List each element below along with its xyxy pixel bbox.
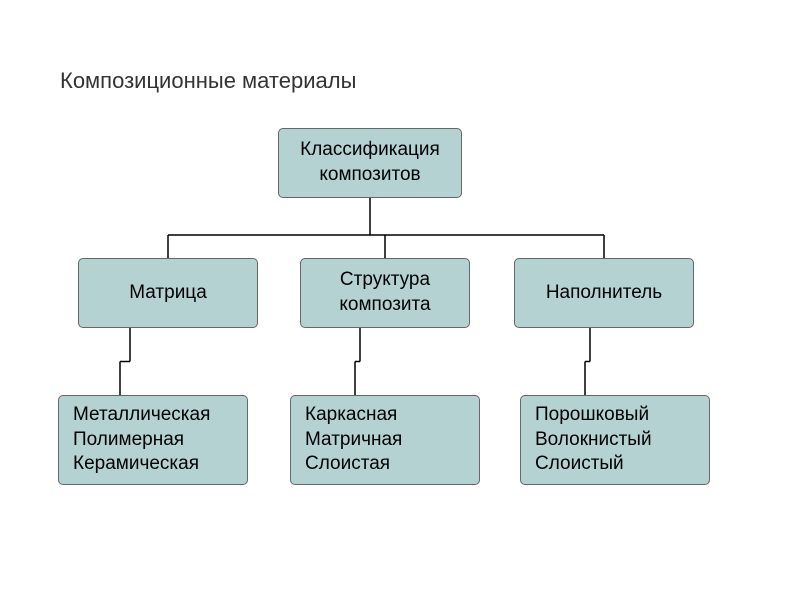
node-matrix: Матрица (78, 258, 258, 328)
node-root-line2: композитов (293, 163, 447, 188)
leaf-left-line1: Металлическая (73, 403, 210, 428)
leaf-right-line3: Слоистый (535, 452, 624, 477)
node-root-line1: Классификация (293, 138, 447, 163)
node-filler-types: Порошковый Волокнистый Слоистый (520, 395, 710, 485)
node-root: Классификация композитов (278, 128, 462, 198)
leaf-right-line1: Порошковый (535, 403, 649, 428)
node-structure-line1: Структура (315, 268, 455, 293)
node-structure-line2: композита (315, 293, 455, 318)
leaf-center-line2: Матричная (305, 428, 402, 453)
node-structure-types: Каркасная Матричная Слоистая (290, 395, 480, 485)
node-filler-label: Наполнитель (529, 281, 679, 306)
page-title: Композиционные материалы (60, 68, 356, 94)
node-filler: Наполнитель (514, 258, 694, 328)
leaf-center-line1: Каркасная (305, 403, 397, 428)
node-structure: Структура композита (300, 258, 470, 328)
node-matrix-label: Матрица (93, 281, 243, 306)
leaf-left-line2: Полимерная (73, 428, 184, 453)
leaf-center-line3: Слоистая (305, 452, 390, 477)
leaf-left-line3: Керамическая (73, 452, 199, 477)
leaf-right-line2: Волокнистый (535, 428, 652, 453)
node-matrix-types: Металлическая Полимерная Керамическая (58, 395, 248, 485)
